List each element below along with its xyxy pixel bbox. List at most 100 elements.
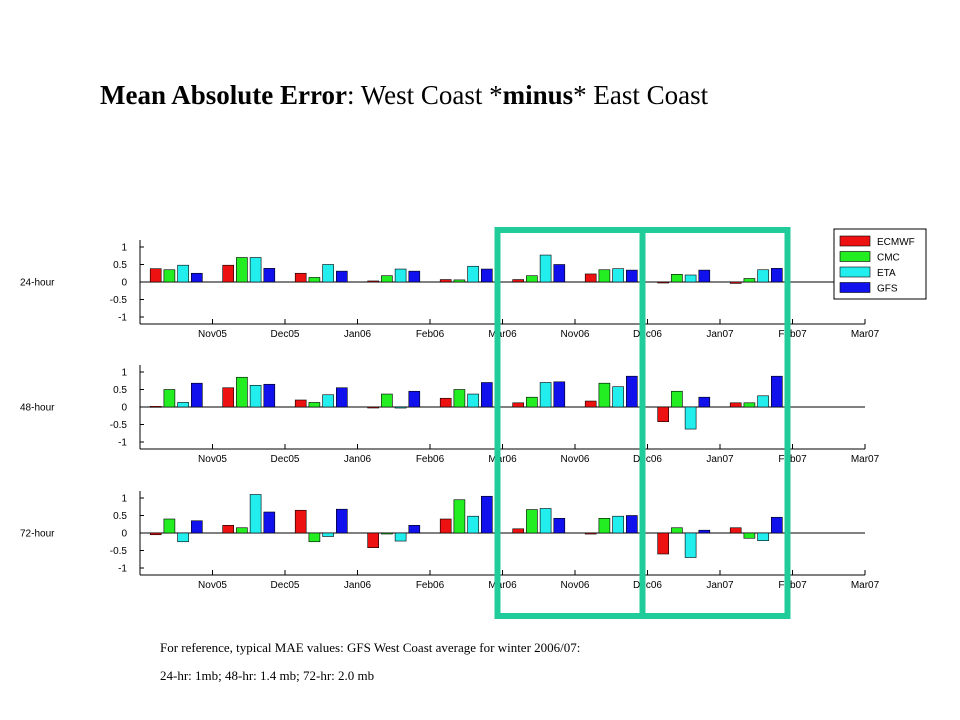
title-mid-part: West Coast * — [354, 80, 503, 110]
bar — [222, 387, 234, 408]
bar — [367, 532, 380, 548]
bar — [163, 518, 176, 534]
bar — [191, 272, 203, 283]
bar — [743, 278, 756, 283]
bar — [322, 394, 334, 408]
bar — [439, 279, 452, 283]
bar — [553, 381, 566, 408]
bar — [308, 402, 321, 408]
bar — [480, 268, 493, 283]
x-tick-label: Mar06 — [488, 454, 517, 465]
x-tick-label: Dec06 — [633, 580, 662, 591]
bar — [625, 515, 638, 534]
bar — [367, 406, 380, 409]
bar — [625, 375, 638, 408]
y-tick-label: 0.5 — [113, 511, 127, 522]
bar — [480, 495, 493, 534]
x-tick-label: Nov05 — [198, 454, 227, 465]
y-tick-label: -0.5 — [110, 420, 128, 431]
x-tick-label: Jan06 — [344, 580, 372, 591]
legend-entry-label: GFS — [877, 284, 898, 295]
bar — [598, 269, 611, 283]
bar — [177, 264, 189, 283]
bar — [394, 268, 407, 283]
panel-label: 72-hour — [20, 529, 55, 540]
bar — [381, 275, 393, 283]
bar — [439, 397, 452, 408]
bar — [408, 524, 421, 534]
bar — [684, 274, 697, 283]
bar — [698, 396, 711, 408]
legend-entry-label: ETA — [877, 268, 896, 279]
x-tick-label: Nov06 — [561, 454, 590, 465]
highlight-box — [639, 227, 791, 619]
bar — [480, 382, 493, 408]
y-tick-label: -0.5 — [110, 295, 128, 306]
x-tick-label: Dec05 — [271, 580, 300, 591]
bar — [249, 494, 262, 534]
x-tick-label: Jan07 — [706, 454, 734, 465]
bar — [539, 508, 552, 534]
bar — [671, 390, 683, 408]
bar — [757, 395, 769, 408]
bar — [236, 527, 248, 534]
bar — [236, 376, 248, 408]
bar — [408, 390, 421, 408]
bar — [584, 532, 597, 535]
bar — [526, 509, 538, 534]
bar — [408, 270, 421, 283]
highlight-box — [494, 227, 646, 619]
bar — [539, 254, 552, 283]
bar — [191, 520, 203, 534]
bar — [671, 273, 683, 283]
bar — [322, 264, 334, 283]
bar — [322, 532, 334, 537]
x-tick-label: Dec06 — [633, 329, 662, 340]
x-tick-label: Feb06 — [416, 454, 445, 465]
bar — [729, 402, 742, 408]
x-tick-label: Feb06 — [416, 580, 445, 591]
bar — [671, 527, 683, 534]
bar — [453, 279, 466, 283]
bar — [308, 532, 321, 543]
legend-swatch — [839, 282, 871, 293]
legend-entry-label: CMC — [877, 253, 900, 264]
bar — [163, 389, 176, 408]
bar — [553, 517, 566, 534]
title-end-part: * East Coast — [573, 80, 709, 110]
x-tick-label: Feb06 — [416, 329, 445, 340]
bar — [512, 279, 525, 283]
y-tick-label: 0.5 — [113, 385, 127, 396]
bar — [539, 382, 552, 408]
panel-label: 48-hour — [20, 403, 55, 414]
bar — [294, 272, 307, 283]
x-tick-label: Mar06 — [488, 580, 517, 591]
x-tick-label: Mar07 — [851, 454, 880, 465]
y-tick-label: 0 — [121, 529, 127, 540]
y-tick-label: 0 — [121, 278, 127, 289]
x-tick-label: Jan07 — [706, 580, 734, 591]
title-bold-part: Mean Absolute Error — [100, 80, 347, 110]
legend-swatch — [839, 251, 871, 262]
bar — [770, 375, 783, 408]
bar — [657, 281, 670, 284]
panel-label: 24-hour — [20, 278, 55, 289]
y-tick-label: -1 — [118, 564, 127, 575]
bar — [757, 532, 769, 541]
bar — [612, 386, 624, 408]
bar — [553, 264, 566, 283]
bar — [526, 396, 538, 408]
x-tick-label: Mar06 — [488, 329, 517, 340]
bar — [381, 532, 393, 535]
title-bold-minus: minus — [502, 80, 574, 110]
bar — [684, 406, 697, 430]
reference-note-line2: 24-hr: 1mb; 48-hr: 1.4 mb; 72-hr: 2.0 mb — [160, 668, 375, 683]
x-tick-label: Nov06 — [561, 580, 590, 591]
bar — [743, 402, 756, 408]
bar — [149, 405, 162, 408]
bar — [149, 268, 162, 283]
bar — [743, 532, 756, 539]
bar — [335, 508, 348, 534]
bar — [294, 399, 307, 408]
